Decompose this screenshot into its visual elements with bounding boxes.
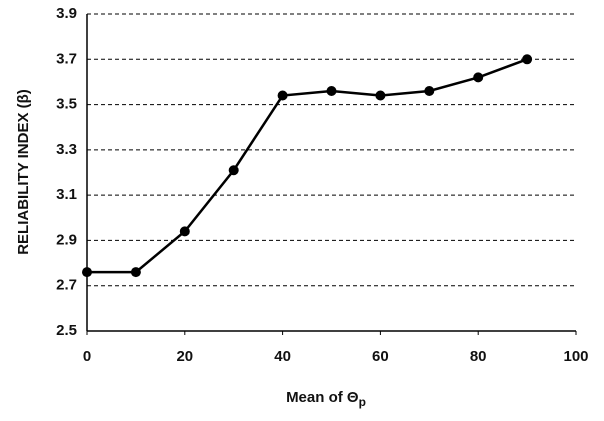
point [375,90,386,101]
x-tick-label: 60 [372,348,389,365]
y-tick-label: 2.9 [56,231,77,248]
y-tick-label: 2.5 [56,322,77,339]
point [179,226,190,237]
y-axis-label: RELIABILITY INDEX (β) [15,89,32,255]
point [228,165,239,176]
y-tick-label: 3.9 [56,5,77,22]
y-tick-label: 3.3 [56,141,77,158]
series-line [87,58,528,274]
y-tick-label: 2.7 [56,277,77,294]
point [130,267,141,278]
point [82,267,92,278]
x-tick-label: 100 [563,348,588,365]
x-tick-label: 80 [470,348,487,365]
point [522,54,533,65]
x-tick-label: 40 [274,348,291,365]
x-tick-label: 20 [176,348,193,365]
y-tick-label: 3.5 [56,96,77,113]
y-tick-label: 3.7 [56,50,77,67]
x-axis-label-subscript: p [359,395,366,409]
point [473,72,484,83]
y-tick-label: 3.1 [56,186,77,203]
point [326,85,337,96]
x-tick-label: 0 [83,348,91,365]
point [424,85,435,96]
x-axis-label: Mean of Θp [286,389,366,409]
x-axis-label-main: Mean of Θ [286,389,359,406]
point [277,90,288,101]
